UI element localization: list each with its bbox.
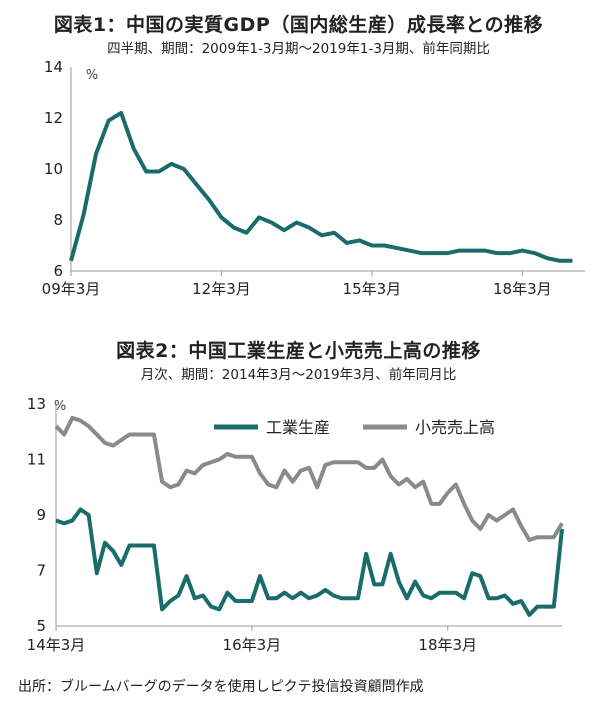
chart2-x-tick-label: 16年3月 — [223, 636, 282, 654]
source-note: 出所：ブルームバーグのデータを使用しピクテ投信投資顧問作成 — [18, 679, 424, 695]
chart1-gdp-growth: 6 8 10 12 14 % 09年3月 12年3月 15年3月 18年3月 — [42, 58, 585, 298]
chart2-industrial-line — [55, 507, 564, 617]
chart2-y-tick-label: 13 — [27, 395, 46, 413]
chart1-x-tick-label: 15年3月 — [343, 280, 402, 298]
chart1-x-tick-label: 09年3月 — [42, 280, 101, 298]
chart2-retail-line — [54, 415, 564, 542]
chart1-y-tick-label: 10 — [44, 160, 63, 178]
chart1-y-tick-label: 12 — [44, 109, 63, 127]
chart2-legend-label: 工業生産 — [266, 418, 330, 437]
chart2-y-tick-label: 5 — [36, 617, 46, 635]
chart2-legend-label: 小売売上高 — [415, 418, 495, 437]
chart1-title: 図表1：中国の実質GDP（国内総生産）成長率との推移 — [53, 14, 544, 36]
chart1-y-tick-label: 6 — [53, 262, 63, 280]
chart1-y-tick-label: 14 — [44, 58, 63, 76]
chart2-unit-label: % — [54, 399, 66, 414]
chart2-x-tick-label: 14年3月 — [27, 636, 86, 654]
chart2-y-tick-label: 11 — [27, 451, 46, 469]
chart2-x-tick-label: 18年3月 — [418, 636, 477, 654]
chart2-title: 図表2：中国工業生産と小売売上高の推移 — [116, 340, 481, 362]
chart2-y-tick-label: 9 — [36, 506, 46, 524]
chart1-subtitle: 四半期、期間：2009年1-3月期～2019年1-3月期、前年同期比 — [107, 41, 490, 57]
chart1-unit-label: % — [86, 68, 98, 83]
chart1-y-tick-label: 8 — [53, 211, 63, 229]
chart1-x-tick-label: 12年3月 — [192, 280, 251, 298]
chart1-x-tick-label: 18年3月 — [493, 280, 552, 298]
chart2-subtitle: 月次、期間：2014年3月～2019年3月、前年同月比 — [140, 367, 457, 383]
chart2-y-tick-label: 7 — [36, 562, 46, 580]
